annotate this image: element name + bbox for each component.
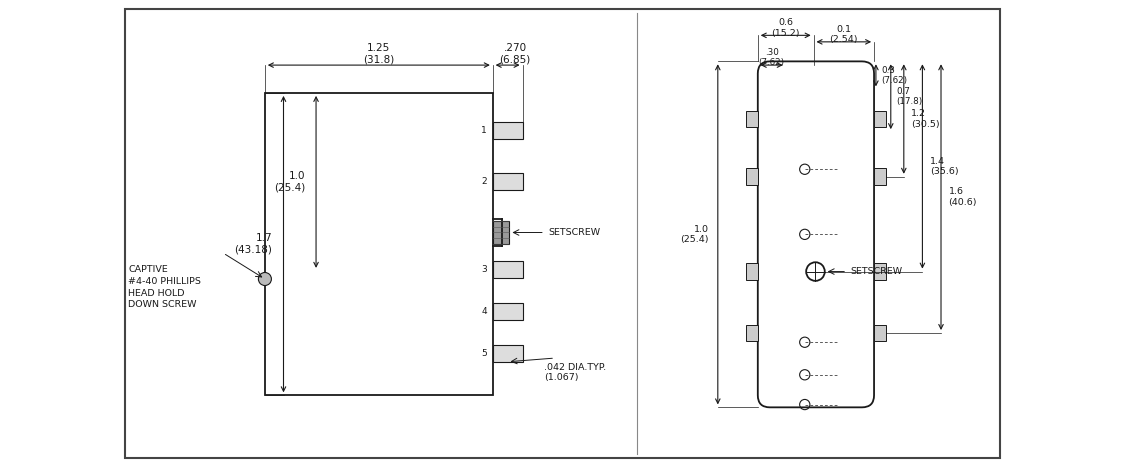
Text: SETSCREW: SETSCREW xyxy=(549,228,601,237)
Circle shape xyxy=(259,272,271,286)
Text: 3: 3 xyxy=(482,265,487,274)
Bar xyxy=(493,261,522,278)
Bar xyxy=(493,122,522,139)
Bar xyxy=(493,173,522,190)
Bar xyxy=(746,168,758,185)
Text: 1.0
(25.4): 1.0 (25.4) xyxy=(273,171,305,193)
Bar xyxy=(874,263,886,280)
Bar xyxy=(264,93,493,395)
Bar xyxy=(746,263,758,280)
Bar xyxy=(874,111,886,127)
Bar xyxy=(746,111,758,127)
Text: 1.4
(35.6): 1.4 (35.6) xyxy=(930,157,958,176)
Text: 0.1
(2.54): 0.1 (2.54) xyxy=(829,25,858,44)
Text: 1.2
(30.5): 1.2 (30.5) xyxy=(911,109,939,129)
Text: 1: 1 xyxy=(482,126,487,135)
Text: 1.25
(31.8): 1.25 (31.8) xyxy=(363,43,395,65)
Text: 1.6
(40.6): 1.6 (40.6) xyxy=(948,187,976,207)
Text: CAPTIVE
#4-40 PHILLIPS
HEAD HOLD
DOWN SCREW: CAPTIVE #4-40 PHILLIPS HEAD HOLD DOWN SC… xyxy=(128,265,201,309)
Text: 1.0
(25.4): 1.0 (25.4) xyxy=(680,225,709,244)
Bar xyxy=(874,325,886,341)
Text: .270
(6.85): .270 (6.85) xyxy=(500,43,531,65)
Bar xyxy=(746,325,758,341)
Text: 1.7
(43.18): 1.7 (43.18) xyxy=(234,233,272,255)
Text: 4: 4 xyxy=(482,307,487,316)
Text: 5: 5 xyxy=(482,349,487,358)
Bar xyxy=(493,345,522,362)
Text: .30
(7.62): .30 (7.62) xyxy=(758,48,785,67)
Text: 0.7
(17.8): 0.7 (17.8) xyxy=(897,87,922,106)
Bar xyxy=(874,168,886,185)
Text: .042 DIA.TYP.
(1.067): .042 DIA.TYP. (1.067) xyxy=(543,363,606,382)
Text: 2: 2 xyxy=(482,177,487,186)
Text: 0.6
(15.2): 0.6 (15.2) xyxy=(772,18,800,38)
Text: 0.3
(7.62): 0.3 (7.62) xyxy=(882,66,908,85)
Text: SETSCREW: SETSCREW xyxy=(850,267,903,276)
Bar xyxy=(493,303,522,320)
Bar xyxy=(493,221,510,244)
